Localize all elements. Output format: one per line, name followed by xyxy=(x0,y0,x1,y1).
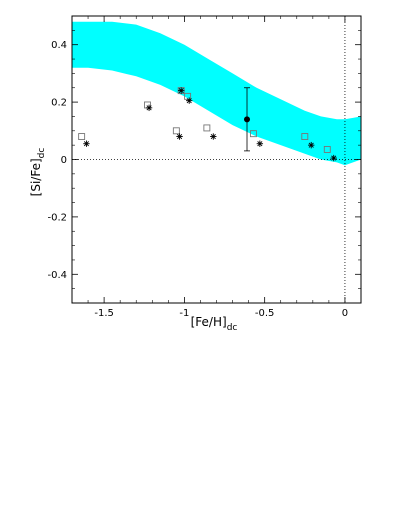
plot-area xyxy=(72,16,361,303)
asterisk-point xyxy=(308,141,315,149)
asterisk-stroke xyxy=(83,141,90,147)
asterisk-stroke xyxy=(257,141,263,147)
asterisk-point xyxy=(83,140,90,147)
asterisk-stroke xyxy=(210,133,216,140)
model-band xyxy=(72,21,361,166)
open-square-point xyxy=(172,127,180,135)
y-tick-label: 0.4 xyxy=(51,40,67,51)
filled-circle-point xyxy=(244,116,251,123)
open-square-point xyxy=(78,133,86,140)
x-tick-label: -0.5 xyxy=(255,308,275,319)
asterisk-point xyxy=(210,133,217,140)
open-square-point xyxy=(301,133,309,140)
open-square-point xyxy=(323,146,331,153)
y-axis-label: [Si/Fe]dc xyxy=(29,148,47,197)
asterisk-point xyxy=(256,140,264,147)
y-tick-label: 0 xyxy=(61,155,67,166)
x-axis-label-main: [Fe/H] xyxy=(191,315,227,329)
y-tick-label: -0.4 xyxy=(47,270,67,281)
asterisk-stroke xyxy=(186,98,192,104)
x-tick-label: 0 xyxy=(342,308,348,319)
axes: -1.5 -1 -0.5 0 -0.4 -0.2 0 0.2 0.4 xyxy=(47,15,362,319)
x-tick-label: -1 xyxy=(179,308,189,319)
asterisk-stroke xyxy=(331,155,337,161)
y-tick-label: -0.2 xyxy=(47,212,67,223)
asterisk-stroke xyxy=(178,88,184,94)
x-axis-label-subscript: dc xyxy=(227,323,238,333)
asterisk-stroke xyxy=(146,105,152,111)
open-square-point xyxy=(203,124,211,132)
asterisk-point xyxy=(177,87,185,94)
asterisk-point xyxy=(186,97,193,104)
y-axis-label-subscript: dc xyxy=(37,148,47,159)
asterisk-stroke xyxy=(177,133,183,140)
x-tick-label: -1.5 xyxy=(94,308,114,319)
open-square-point xyxy=(249,130,257,138)
y-tick-label: 0.2 xyxy=(51,98,67,109)
x-axis-label: [Fe/H]dc xyxy=(191,315,238,333)
asterisk-point xyxy=(176,133,183,140)
asterisk-stroke xyxy=(308,142,314,148)
asterisk-point xyxy=(145,104,153,112)
y-axis-label-main: [Si/Fe] xyxy=(29,158,43,196)
plot-content xyxy=(72,16,361,303)
asterisk-point xyxy=(330,154,337,162)
